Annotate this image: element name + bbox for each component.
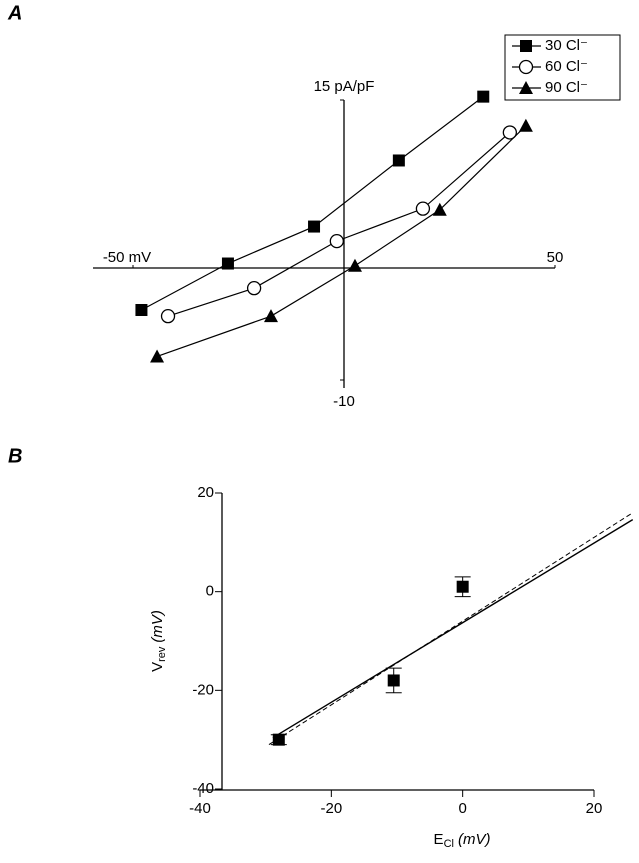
y-tick-label: -10 (333, 393, 355, 410)
marker (221, 257, 234, 270)
marker (477, 90, 490, 103)
marker (329, 233, 344, 249)
marker (518, 118, 533, 132)
x-label-unit: (mV) (458, 831, 491, 848)
y-label-unit: (mV) (149, 610, 166, 643)
series-line (141, 96, 484, 311)
marker (387, 674, 400, 687)
y-tick-label: 15 pA/pF (314, 78, 375, 95)
marker (392, 154, 405, 167)
fit-line (268, 512, 634, 746)
legend-label: 60 Cl⁻ (545, 58, 588, 75)
legend-label: 90 Cl⁻ (545, 79, 588, 96)
y-tick-label: -20 (192, 681, 214, 698)
marker (415, 201, 431, 216)
legend-marker (520, 40, 532, 52)
marker (135, 304, 148, 316)
y-axis-label: Vrev (mV) (149, 610, 168, 672)
x-tick-label: 50 (547, 249, 564, 266)
x-label-sub: Cl (444, 838, 454, 850)
marker (502, 125, 517, 140)
fit-line (272, 519, 634, 739)
marker (263, 309, 278, 323)
y-tick-label: 20 (197, 484, 214, 501)
y-label-sub: rev (156, 646, 168, 662)
marker (456, 580, 469, 593)
marker (246, 281, 262, 296)
legend-marker (518, 59, 534, 75)
x-tick-label: -40 (189, 800, 211, 817)
panel-label: B (8, 445, 22, 467)
x-tick-label: 0 (458, 800, 466, 817)
x-label: E (434, 831, 444, 848)
panel-label: A (7, 2, 22, 24)
y-tick-label: -40 (192, 780, 214, 797)
y-tick-label: 0 (206, 583, 214, 600)
x-tick-label: 20 (586, 800, 603, 817)
series-line (167, 132, 511, 317)
y-label: V (149, 662, 166, 672)
marker (160, 309, 176, 324)
marker (308, 220, 321, 233)
marker (347, 258, 362, 272)
legend-marker (519, 81, 533, 94)
legend-box (504, 34, 621, 101)
marker (150, 349, 165, 363)
marker (432, 202, 447, 216)
legend-label: 30 Cl⁻ (545, 37, 588, 54)
x-axis-label: ECl (mV) (434, 831, 491, 850)
x-tick-label: -20 (320, 800, 342, 817)
x-tick-label: -50 mV (103, 249, 151, 266)
